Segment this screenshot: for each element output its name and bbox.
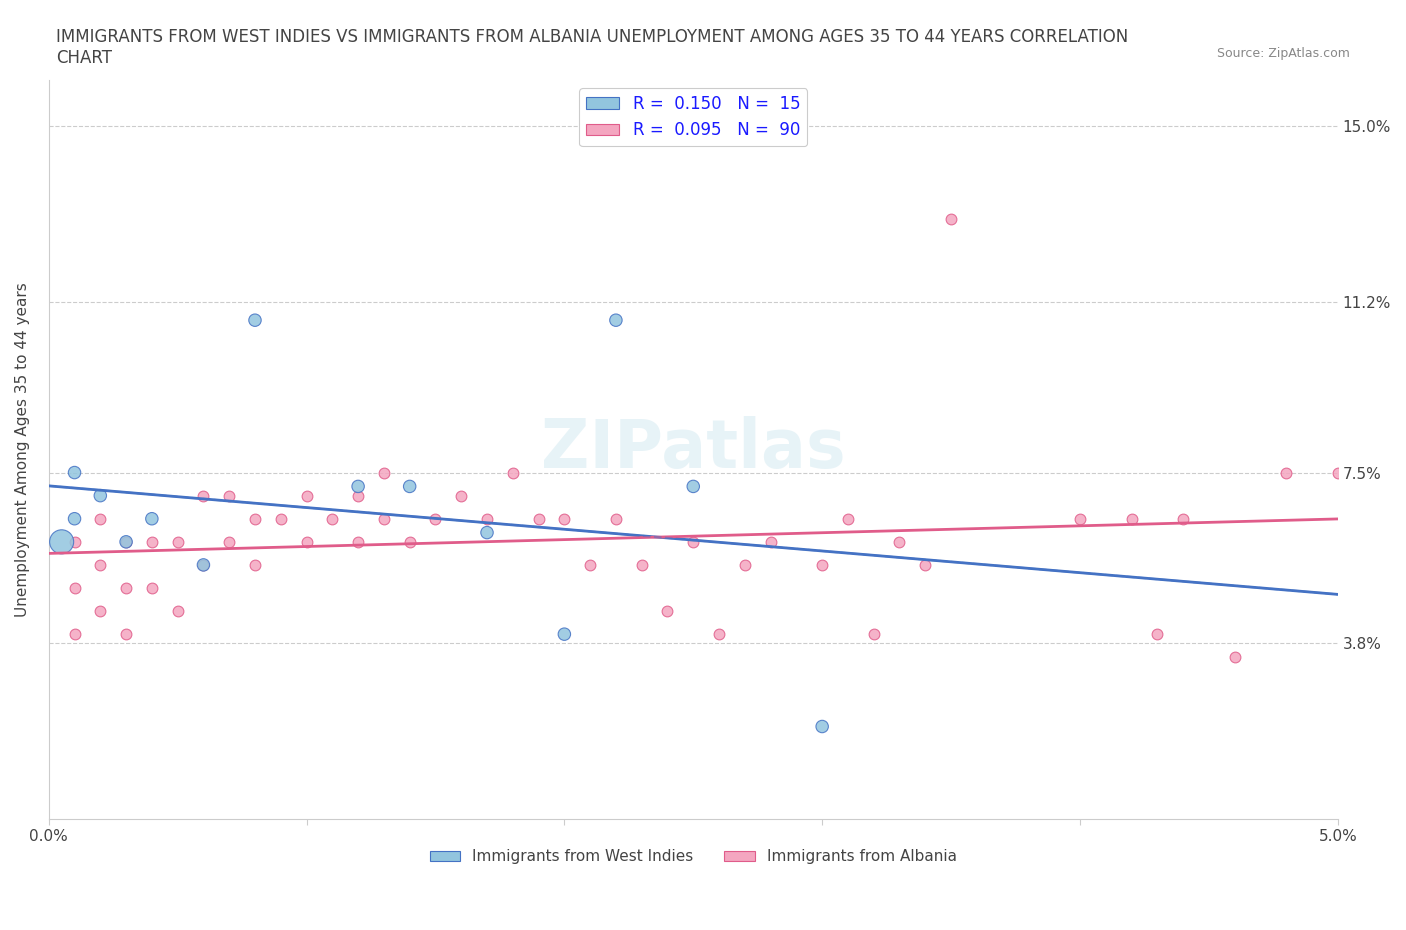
Point — [141, 535, 163, 550]
Point — [862, 627, 884, 642]
Point — [1146, 627, 1168, 642]
Point — [475, 512, 498, 526]
Point — [527, 512, 550, 526]
Point — [141, 580, 163, 595]
Point — [1223, 650, 1246, 665]
Point — [115, 580, 138, 595]
Legend: Immigrants from West Indies, Immigrants from Albania: Immigrants from West Indies, Immigrants … — [423, 844, 963, 870]
Point — [193, 488, 215, 503]
Point — [243, 312, 266, 327]
Point — [141, 512, 163, 526]
Point — [811, 719, 834, 734]
Point — [1326, 465, 1348, 480]
Point — [373, 465, 395, 480]
Point — [63, 580, 86, 595]
Point — [1275, 465, 1298, 480]
Point — [166, 535, 188, 550]
Point — [243, 557, 266, 572]
Point — [51, 535, 73, 550]
Point — [682, 535, 704, 550]
Point — [889, 535, 911, 550]
Point — [218, 535, 240, 550]
Point — [63, 535, 86, 550]
Point — [553, 512, 575, 526]
Point — [398, 535, 420, 550]
Point — [707, 627, 730, 642]
Point — [321, 512, 343, 526]
Point — [166, 604, 188, 618]
Point — [579, 557, 602, 572]
Point — [193, 557, 215, 572]
Point — [115, 535, 138, 550]
Point — [682, 479, 704, 494]
Point — [270, 512, 292, 526]
Point — [837, 512, 859, 526]
Point — [734, 557, 756, 572]
Point — [450, 488, 472, 503]
Text: ZIPatlas: ZIPatlas — [541, 417, 845, 483]
Point — [939, 211, 962, 226]
Point — [553, 627, 575, 642]
Point — [89, 488, 111, 503]
Point — [425, 512, 447, 526]
Point — [373, 512, 395, 526]
Point — [605, 512, 627, 526]
Point — [347, 488, 370, 503]
Point — [295, 488, 318, 503]
Point — [914, 557, 936, 572]
Point — [398, 479, 420, 494]
Point — [89, 557, 111, 572]
Point — [295, 535, 318, 550]
Point — [63, 465, 86, 480]
Point — [243, 512, 266, 526]
Point — [115, 535, 138, 550]
Text: IMMIGRANTS FROM WEST INDIES VS IMMIGRANTS FROM ALBANIA UNEMPLOYMENT AMONG AGES 3: IMMIGRANTS FROM WEST INDIES VS IMMIGRANT… — [56, 28, 1129, 67]
Point — [630, 557, 652, 572]
Point — [89, 512, 111, 526]
Y-axis label: Unemployment Among Ages 35 to 44 years: Unemployment Among Ages 35 to 44 years — [15, 282, 30, 617]
Point — [1171, 512, 1194, 526]
Point — [218, 488, 240, 503]
Point — [605, 312, 627, 327]
Point — [193, 557, 215, 572]
Point — [475, 525, 498, 540]
Text: Source: ZipAtlas.com: Source: ZipAtlas.com — [1216, 46, 1350, 60]
Point — [63, 627, 86, 642]
Point — [89, 604, 111, 618]
Point — [1121, 512, 1143, 526]
Point — [657, 604, 679, 618]
Point — [759, 535, 782, 550]
Point — [347, 535, 370, 550]
Point — [115, 627, 138, 642]
Point — [1069, 512, 1091, 526]
Point — [347, 479, 370, 494]
Point — [502, 465, 524, 480]
Point — [63, 512, 86, 526]
Point — [811, 557, 834, 572]
